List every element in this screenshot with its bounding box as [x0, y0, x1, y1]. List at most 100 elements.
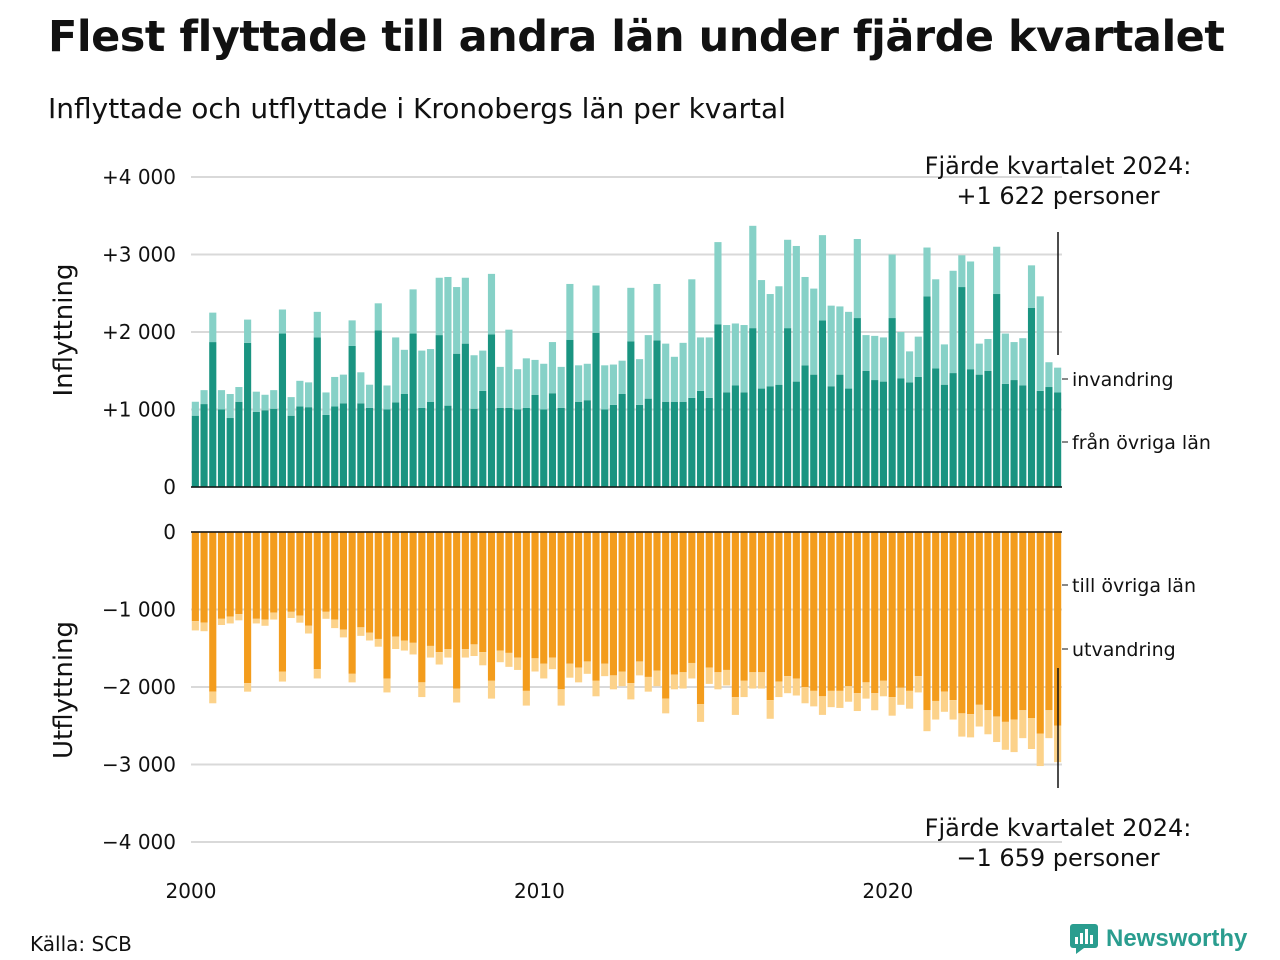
bar [583, 661, 591, 674]
bar [1019, 385, 1027, 488]
bar [296, 380, 304, 407]
brand-name: Newsworthy [1106, 925, 1248, 952]
bar [200, 622, 208, 632]
bar [374, 330, 382, 487]
bar [601, 365, 609, 410]
bar [479, 532, 487, 653]
bar [348, 345, 356, 487]
bar [845, 532, 853, 687]
bar [296, 406, 304, 487]
bar [1027, 307, 1036, 488]
bar [723, 325, 731, 393]
y-tick-label: −3 000 [102, 753, 176, 777]
bar [627, 341, 635, 487]
bar [583, 532, 591, 662]
bar [505, 532, 513, 653]
annotation-text: +1 622 personer [956, 182, 1159, 210]
bar [331, 532, 339, 620]
bar [818, 532, 827, 697]
bar [418, 682, 426, 698]
bar [461, 343, 469, 488]
bar [191, 621, 199, 631]
bar [993, 532, 1001, 717]
bar [871, 532, 879, 694]
bar [1019, 532, 1027, 711]
bar [714, 324, 722, 487]
bar [635, 532, 644, 662]
bar [339, 532, 347, 630]
bar [827, 386, 835, 487]
bar [1027, 265, 1036, 308]
bar [906, 382, 914, 488]
bar [757, 532, 766, 673]
bar [470, 532, 478, 645]
bar [331, 619, 339, 629]
bar [313, 532, 321, 670]
series-label: till övriga län [1072, 575, 1196, 597]
bar [749, 225, 757, 329]
bar [365, 384, 374, 408]
bar [688, 397, 696, 488]
y-tick-label: +3 000 [102, 243, 176, 267]
brand-logo: Newsworthy [1070, 924, 1247, 954]
bar [627, 683, 635, 700]
bar [453, 353, 461, 487]
bar [679, 342, 687, 402]
bar [810, 690, 818, 707]
bar [522, 532, 530, 691]
bar [723, 669, 731, 686]
bar [618, 394, 626, 487]
bar [940, 384, 948, 487]
y-tick-label: 0 [163, 475, 176, 499]
bar [418, 407, 426, 487]
bar [670, 401, 678, 487]
bar [723, 532, 731, 670]
bar [1010, 380, 1018, 487]
bar [1054, 532, 1062, 726]
bar [374, 638, 382, 647]
bar [392, 337, 400, 403]
y-axis-label: Inflyttning [49, 264, 79, 397]
bar [548, 532, 557, 658]
bar [601, 409, 609, 487]
bar [409, 289, 417, 334]
bar [435, 532, 443, 653]
bar [252, 411, 260, 487]
bar [479, 350, 487, 391]
bar [810, 288, 818, 375]
bar [409, 333, 417, 487]
bar [252, 618, 260, 624]
bar [1045, 387, 1053, 487]
bar [635, 359, 644, 405]
bar [357, 403, 365, 487]
bar [923, 296, 931, 487]
y-tick-label: +1 000 [102, 398, 176, 422]
bar [435, 652, 443, 665]
bar [731, 532, 739, 698]
bar [827, 690, 835, 708]
bar [426, 532, 435, 646]
bar [313, 669, 321, 679]
bar [566, 339, 574, 487]
bar [801, 532, 809, 687]
bar [426, 401, 435, 487]
bar [244, 319, 252, 343]
bar [444, 532, 452, 650]
bar [723, 392, 731, 487]
bar [784, 328, 792, 488]
bar [906, 351, 914, 383]
bar [975, 704, 983, 727]
bar [601, 663, 609, 677]
bar [540, 409, 548, 487]
bar [888, 532, 896, 698]
bar [879, 680, 888, 697]
bar [270, 408, 278, 488]
bar [932, 279, 940, 369]
bar [383, 385, 391, 410]
annotation-text: −1 659 personer [956, 844, 1159, 872]
bar [261, 410, 269, 487]
bar [1036, 390, 1044, 487]
bar [932, 532, 940, 701]
bar [662, 698, 670, 714]
bar [836, 532, 844, 691]
